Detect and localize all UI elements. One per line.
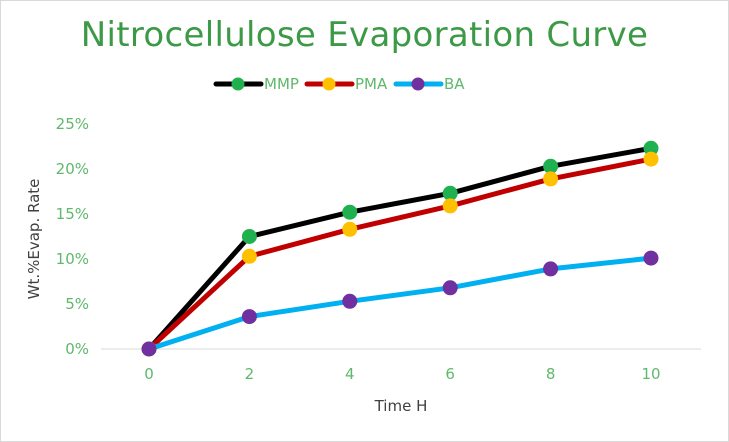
- y-tick-label: 20%: [56, 160, 89, 178]
- legend-item-pma: PMA: [304, 75, 388, 93]
- legend-label: PMA: [355, 75, 388, 93]
- series-lines: [146, 145, 654, 352]
- x-tick-label: 2: [245, 365, 255, 383]
- x-tick-label: 0: [144, 365, 154, 383]
- legend-label: BA: [444, 75, 465, 93]
- y-tick-label: 15%: [56, 205, 89, 223]
- data-point-ba: [342, 293, 358, 309]
- data-point-ba: [141, 341, 157, 357]
- chart-title: Nitrocellulose Evaporation Curve: [80, 15, 649, 55]
- series-line-mmp: [146, 145, 654, 352]
- legend-swatch-marker: [231, 77, 245, 91]
- y-axis-ticks: 0% 5% 10% 15% 20% 25%: [56, 115, 89, 358]
- data-point-pma: [543, 171, 559, 187]
- data-point-ba: [643, 250, 659, 266]
- data-point-mmp: [241, 229, 257, 244]
- data-point-ba: [543, 261, 559, 277]
- legend-swatch-marker: [322, 77, 336, 91]
- y-tick-label: 25%: [56, 115, 89, 133]
- y-tick-label: 0%: [65, 340, 89, 358]
- legend-item-mmp: MMP: [213, 75, 299, 93]
- x-axis-title: Time H: [374, 397, 428, 415]
- y-axis-title: Wt.%Evap. Rate: [25, 179, 43, 300]
- legend-item-ba: BA: [393, 75, 465, 93]
- data-point-mmp: [543, 158, 559, 174]
- data-point-ba: [241, 309, 257, 325]
- data-point-ba: [442, 280, 458, 296]
- x-axis-ticks: 0 2 4 6 8 10: [144, 365, 660, 383]
- legend-swatch-marker: [411, 77, 425, 91]
- data-point-pma: [442, 198, 458, 214]
- y-tick-label: 10%: [56, 250, 89, 268]
- data-point-mmp: [442, 185, 458, 201]
- x-tick-label: 4: [345, 365, 355, 383]
- legend-label: MMP: [264, 75, 299, 93]
- data-point-pma: [643, 151, 659, 167]
- series-line-pma: [146, 156, 654, 352]
- series-line-ba: [146, 255, 654, 352]
- data-point-mmp: [342, 204, 358, 220]
- series-markers: [141, 140, 659, 357]
- y-tick-label: 5%: [65, 295, 89, 313]
- data-point-mmp: [643, 140, 659, 156]
- x-tick-label: 8: [546, 365, 556, 383]
- x-tick-label: 6: [445, 365, 455, 383]
- legend: MMP PMA BA: [213, 75, 465, 93]
- data-point-pma: [342, 221, 358, 237]
- data-point-pma: [241, 248, 257, 264]
- x-tick-label: 10: [641, 365, 660, 383]
